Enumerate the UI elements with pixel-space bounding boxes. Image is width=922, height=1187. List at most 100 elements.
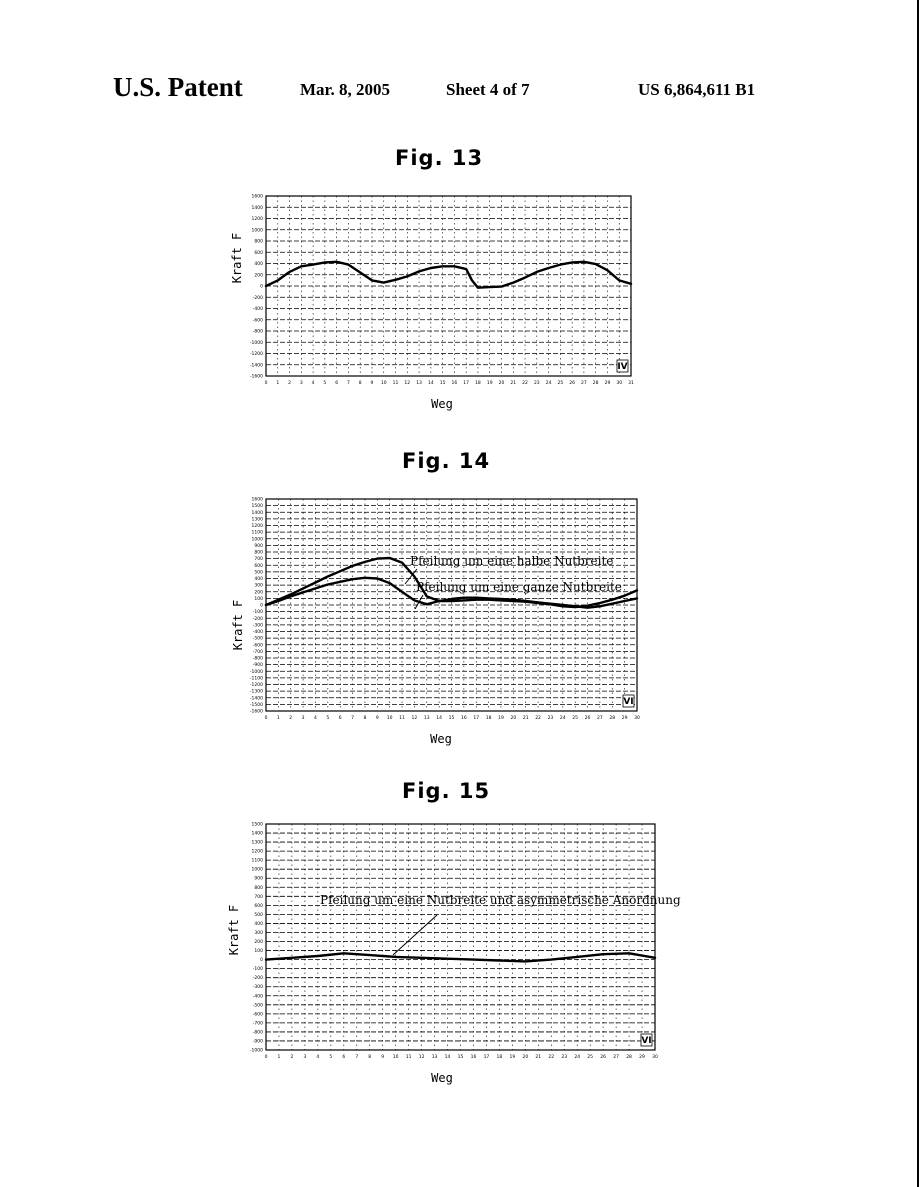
annotation-label: Pfeilung um eine Nutbreite und asymmetri… — [320, 893, 681, 907]
x-tick-label: 9 — [376, 715, 379, 721]
y-tick-label: -1100 — [250, 675, 263, 681]
y-tick-label: 200 — [254, 272, 263, 278]
x-tick-label: 8 — [368, 1054, 371, 1060]
y-tick-label: -1000 — [250, 669, 263, 675]
x-tick-label: 12 — [404, 380, 410, 386]
x-tick-label: 26 — [600, 1054, 606, 1060]
x-tick-label: 31 — [628, 380, 634, 386]
x-tick-label: 17 — [473, 715, 479, 721]
y-tick-label: 800 — [254, 239, 263, 245]
y-tick-label: 1600 — [252, 194, 264, 200]
y-tick-label: -600 — [253, 1011, 263, 1017]
y-tick-label: 800 — [254, 885, 263, 891]
y-tick-label: 1400 — [252, 831, 264, 837]
series-line-2 — [264, 576, 639, 609]
fig13-title: Fig. 13 — [395, 146, 484, 170]
annotation-label: Pfeilung um eine ganze Nutbreite — [416, 580, 622, 594]
x-tick-label: 25 — [587, 1054, 593, 1060]
x-tick-label: 18 — [475, 380, 481, 386]
patent-date: Mar. 8, 2005 — [300, 80, 391, 99]
x-tick-label: 1 — [278, 1054, 281, 1060]
x-tick-label: 23 — [534, 380, 540, 386]
y-tick-label: 100 — [254, 948, 263, 954]
x-tick-label: 16 — [471, 1054, 477, 1060]
x-tick-label: 28 — [609, 715, 615, 721]
x-tick-label: 15 — [449, 715, 455, 721]
x-tick-label: 19 — [498, 715, 504, 721]
x-tick-label: 13 — [416, 380, 422, 386]
x-tick-label: 24 — [560, 715, 566, 721]
x-tick-label: 19 — [509, 1054, 515, 1060]
y-tick-label: 600 — [254, 250, 263, 256]
x-tick-label: 14 — [436, 715, 442, 721]
x-tick-label: 5 — [326, 715, 329, 721]
x-tick-label: 10 — [393, 1054, 399, 1060]
x-tick-label: 14 — [428, 380, 434, 386]
y-tick-label: -900 — [253, 1038, 263, 1044]
fig14-chart: 1600150014001300120011001000900800700600… — [231, 497, 640, 747]
x-tick-label: 4 — [314, 715, 317, 721]
x-tick-label: 22 — [548, 1054, 554, 1060]
y-axis-label: Kraft F — [231, 600, 245, 651]
plot-frame — [265, 823, 656, 1051]
x-tick-label: 23 — [561, 1054, 567, 1060]
series-line-1 — [264, 260, 633, 289]
y-tick-label: -1300 — [250, 689, 263, 695]
x-tick-label: 20 — [499, 380, 505, 386]
corner-mark-box — [640, 1033, 653, 1047]
x-tick-label: 3 — [302, 715, 305, 721]
y-tick-label: 1600 — [252, 497, 264, 503]
y-tick-label: 1200 — [252, 523, 264, 529]
x-tick-label: 20 — [510, 715, 516, 721]
y-axis-label: Kraft F — [230, 233, 244, 284]
x-tick-label: 3 — [300, 380, 303, 386]
x-tick-label: 20 — [522, 1054, 528, 1060]
corner-mark: IV — [617, 362, 627, 372]
x-tick-label: 0 — [265, 715, 268, 721]
x-tick-label: 17 — [463, 380, 469, 386]
x-tick-label: 24 — [546, 380, 552, 386]
x-tick-label: 16 — [461, 715, 467, 721]
x-tick-label: 18 — [486, 715, 492, 721]
x-tick-label: 29 — [622, 715, 628, 721]
y-tick-label: -400 — [253, 629, 263, 635]
y-tick-label: -1200 — [250, 682, 263, 688]
annotation-leader-line — [414, 594, 424, 610]
x-axis-label: Weg — [431, 397, 453, 411]
y-tick-label: 700 — [254, 556, 263, 562]
x-tick-label: 26 — [585, 715, 591, 721]
y-tick-label: 0 — [260, 284, 263, 290]
x-tick-label: 27 — [597, 715, 603, 721]
y-tick-label: -1000 — [250, 1048, 263, 1054]
x-tick-label: 0 — [265, 1054, 268, 1060]
x-tick-label: 17 — [484, 1054, 490, 1060]
y-tick-label: -1600 — [250, 374, 263, 380]
y-tick-label: -900 — [253, 662, 263, 668]
x-tick-label: 6 — [339, 715, 342, 721]
y-tick-label: -1500 — [250, 702, 263, 708]
corner-mark-box — [616, 359, 629, 373]
corner-mark-box — [622, 694, 635, 708]
y-tick-label: -100 — [253, 966, 263, 972]
y-tick-label: 1100 — [252, 858, 264, 864]
x-tick-label: 8 — [363, 715, 366, 721]
x-tick-label: 5 — [329, 1054, 332, 1060]
patent-header: U.S. Patent Mar. 8, 2005 Sheet 4 of 7 US… — [0, 72, 922, 106]
x-tick-label: 27 — [581, 380, 587, 386]
x-tick-label: 26 — [569, 380, 575, 386]
x-tick-label: 10 — [387, 715, 393, 721]
x-tick-label: 7 — [347, 380, 350, 386]
x-tick-label: 8 — [359, 380, 362, 386]
y-tick-label: -200 — [253, 295, 263, 301]
y-tick-label: -500 — [253, 1002, 263, 1008]
x-tick-label: 13 — [432, 1054, 438, 1060]
y-tick-label: -300 — [253, 622, 263, 628]
corner-mark: VI — [623, 697, 633, 707]
x-tick-label: 6 — [335, 380, 338, 386]
x-tick-label: 11 — [393, 380, 399, 386]
y-tick-label: -500 — [253, 636, 263, 642]
x-tick-label: 3 — [303, 1054, 306, 1060]
x-tick-label: 25 — [572, 715, 578, 721]
x-tick-label: 29 — [639, 1054, 645, 1060]
x-tick-label: 28 — [593, 380, 599, 386]
